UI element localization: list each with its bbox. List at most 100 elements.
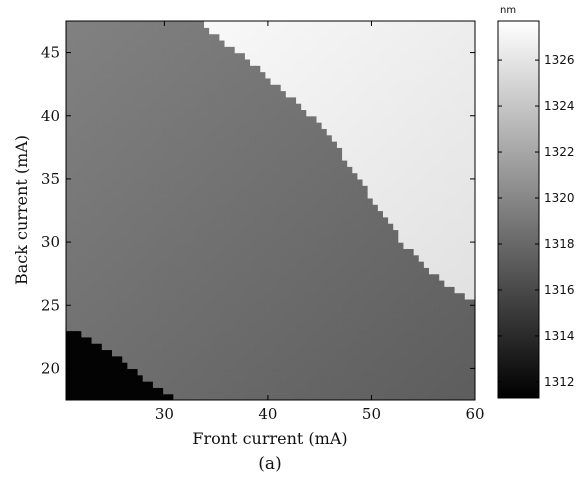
heatmap-cell — [214, 298, 220, 306]
heatmap-cell — [342, 84, 348, 92]
heatmap-cell — [193, 115, 200, 123]
heatmap-cell — [265, 33, 272, 41]
heatmap-cell — [112, 122, 118, 129]
heatmap-cell — [336, 261, 343, 268]
heatmap-cell — [265, 336, 272, 344]
heatmap-cell — [81, 368, 88, 376]
heatmap-cell — [224, 185, 231, 193]
heatmap-cell — [296, 324, 302, 332]
heatmap-cell — [428, 374, 435, 382]
heatmap-cell — [224, 311, 231, 319]
heatmap-cell — [454, 279, 461, 287]
heatmap-cell — [117, 178, 123, 186]
heatmap-cell — [204, 58, 210, 66]
heatmap-cell — [434, 115, 440, 123]
heatmap-cell — [234, 349, 241, 357]
heatmap-cell — [434, 159, 440, 167]
heatmap-cell — [219, 90, 226, 98]
heatmap-cell — [434, 103, 440, 111]
heatmap-cell — [101, 286, 108, 294]
heatmap-cell — [444, 223, 451, 231]
heatmap-cell — [168, 267, 174, 275]
heatmap-cell — [112, 96, 118, 104]
heatmap-cell — [434, 387, 440, 395]
heatmap-cell — [209, 178, 215, 186]
heatmap-cell — [91, 261, 98, 268]
heatmap-cell — [434, 374, 440, 382]
heatmap-cell — [342, 223, 348, 231]
heatmap-cell — [250, 393, 256, 400]
heatmap-cell — [168, 141, 174, 148]
heatmap-cell — [96, 381, 103, 388]
heatmap-cell — [76, 210, 82, 218]
heatmap-cell — [152, 374, 159, 382]
heatmap-cell — [321, 77, 328, 85]
heatmap-cell — [290, 21, 297, 28]
heatmap-cell — [326, 261, 333, 268]
heatmap-cell — [234, 178, 241, 186]
heatmap-cell — [393, 178, 399, 186]
heatmap-cell — [326, 393, 333, 400]
heatmap-cell — [76, 178, 82, 186]
heatmap-cell — [229, 336, 236, 344]
heatmap-cell — [423, 52, 430, 60]
heatmap-cell — [71, 210, 77, 218]
heatmap-cell — [449, 27, 456, 35]
heatmap-cell — [439, 273, 445, 281]
heatmap-cell — [244, 273, 251, 281]
heatmap-cell — [204, 185, 210, 193]
heatmap-cell — [321, 261, 328, 268]
heatmap-cell — [326, 46, 333, 54]
heatmap-cell — [214, 311, 220, 319]
heatmap-cell — [280, 387, 287, 395]
heatmap-cell — [331, 254, 338, 262]
heatmap-cell — [326, 178, 333, 186]
heatmap-cell — [239, 33, 246, 41]
heatmap-cell — [464, 115, 471, 123]
heatmap-cell — [372, 343, 379, 351]
heatmap-cell — [382, 248, 389, 256]
heatmap-cell — [301, 141, 307, 148]
heatmap-cell — [91, 27, 98, 35]
heatmap-cell — [469, 349, 475, 357]
heatmap-cell — [86, 166, 93, 174]
heatmap-cell — [306, 355, 312, 363]
heatmap-cell — [459, 374, 466, 382]
heatmap-cell — [142, 267, 149, 275]
heatmap-cell — [434, 65, 440, 73]
heatmap-cell — [454, 374, 461, 382]
heatmap-cell — [342, 46, 348, 54]
heatmap-cell — [250, 267, 256, 275]
heatmap-cell — [239, 210, 246, 218]
heatmap-cell — [296, 254, 302, 262]
heatmap-cell — [372, 96, 379, 104]
heatmap-cell — [112, 235, 118, 243]
heatmap-cell — [163, 324, 169, 332]
heatmap-cell — [76, 204, 82, 212]
heatmap-cell — [362, 355, 369, 363]
heatmap-cell — [316, 286, 323, 294]
heatmap-cell — [342, 267, 348, 275]
heatmap-cell — [106, 27, 113, 35]
heatmap-cell — [347, 286, 353, 294]
heatmap-cell — [209, 134, 215, 142]
heatmap-cell — [250, 109, 256, 117]
heatmap-cell — [101, 305, 108, 313]
heatmap-cell — [112, 185, 118, 193]
heatmap-cell — [449, 122, 456, 129]
heatmap-cell — [137, 374, 144, 382]
heatmap-cell — [142, 46, 149, 54]
heatmap-cell — [413, 103, 420, 111]
heatmap-cell — [260, 273, 266, 281]
heatmap-cell — [428, 349, 435, 357]
heatmap-cell — [347, 374, 353, 382]
heatmap-cell — [285, 109, 292, 117]
heatmap-cell — [265, 267, 272, 275]
heatmap-cell — [214, 90, 220, 98]
heatmap-cell — [382, 349, 389, 357]
heatmap-cell — [163, 58, 169, 66]
heatmap-cell — [382, 96, 389, 104]
heatmap-cell — [112, 103, 118, 111]
heatmap-cell — [158, 362, 164, 370]
heatmap-cell — [296, 248, 302, 256]
